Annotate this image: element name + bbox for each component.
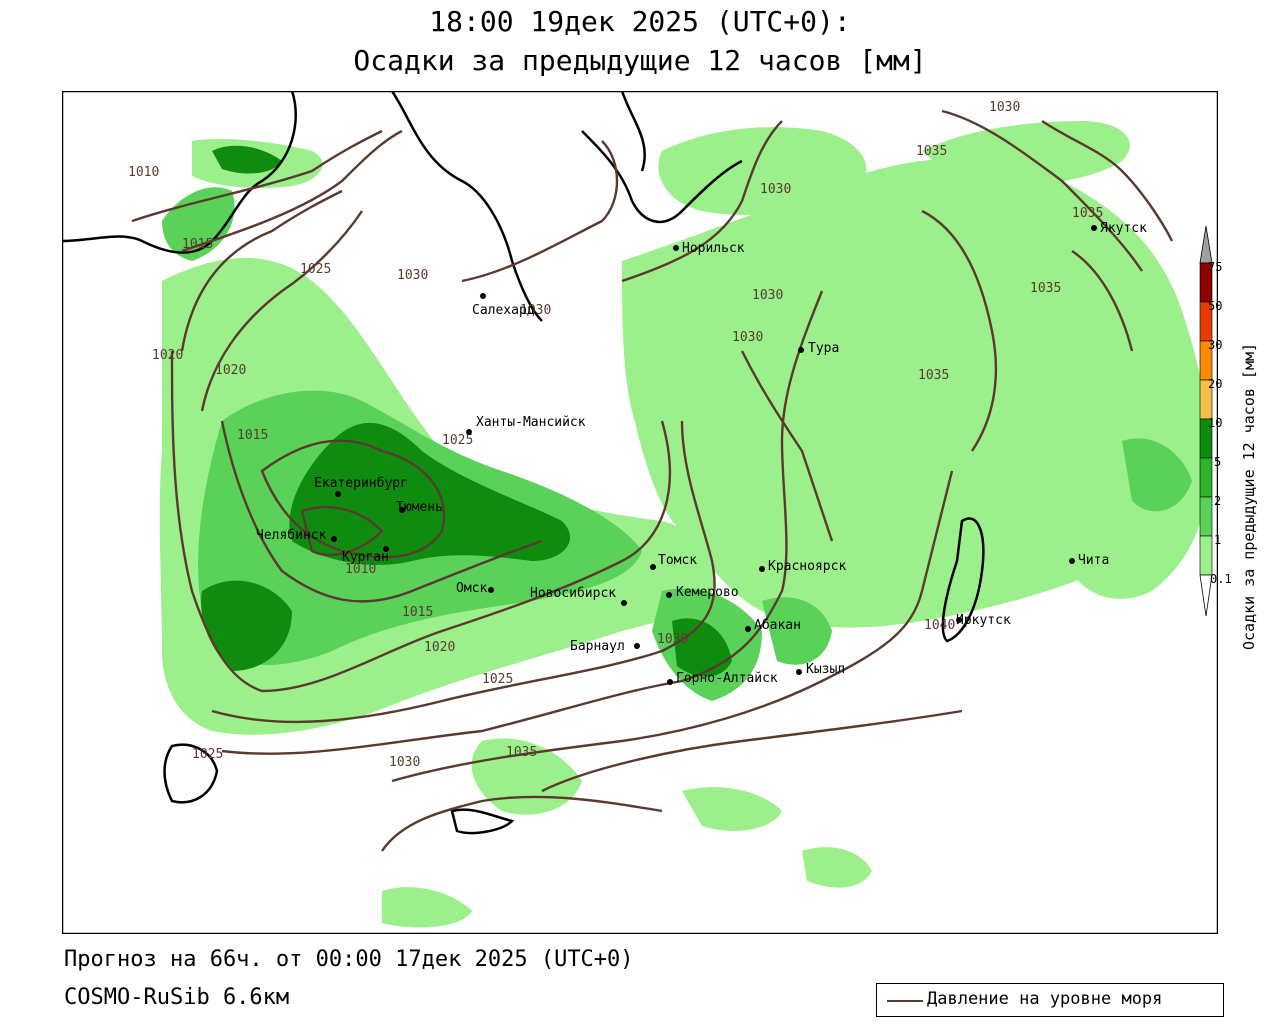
isobar-label: 1020: [215, 363, 246, 378]
city-marker: Тура: [798, 341, 839, 356]
svg-text:Екатеринбург: Екатеринбург: [314, 476, 408, 491]
colorbar-segment: [1199, 535, 1213, 576]
colorbar: 75 50 30 20 10 5 2 1 0.1: [1199, 226, 1232, 617]
city-marker: Абакан: [745, 618, 801, 633]
city-marker: Кызыл: [796, 662, 845, 677]
isobar-label: 1025: [482, 672, 513, 687]
isobar-label: 1035: [916, 144, 947, 159]
city-marker: Красноярск: [759, 559, 846, 574]
city-marker: Челябинск: [256, 528, 337, 543]
city-marker: Курган: [342, 546, 389, 565]
isobar-label: 1025: [442, 433, 473, 448]
isobar-label: 1010: [345, 562, 376, 577]
colorbar-tick: 75: [1208, 260, 1222, 274]
colorbar-ticks: 75 50 30 20 10 5 2 1 0.1: [1208, 260, 1232, 586]
svg-text:Салехард: Салехард: [472, 303, 535, 318]
pressure-line-swatch: [887, 1000, 923, 1002]
svg-text:Томск: Томск: [658, 553, 697, 568]
pressure-legend: Давление на уровне моря: [876, 983, 1224, 1017]
city-marker: Норильск: [673, 241, 745, 256]
svg-text:Курган: Курган: [342, 550, 389, 565]
svg-text:Ханты-Мансийск: Ханты-Мансийск: [476, 415, 586, 430]
svg-text:Горно-Алтайск: Горно-Алтайск: [676, 671, 778, 686]
svg-text:Челябинск: Челябинск: [256, 528, 327, 543]
precipitation-map: 1010 1015 1025 1030 1020 1020 1015 1025 …: [62, 91, 1218, 934]
colorbar-tick: 10: [1208, 416, 1222, 430]
city-marker: Салехард: [472, 293, 535, 318]
isobar-label: 1020: [424, 640, 455, 655]
city-marker: Томск: [650, 553, 697, 570]
isobar-label: 1030: [732, 330, 763, 345]
colorbar-tick: 0.1: [1210, 572, 1232, 586]
colorbar-bottom-arrow: [1199, 574, 1213, 617]
svg-text:Барнаул: Барнаул: [570, 639, 625, 654]
svg-text:Чита: Чита: [1078, 553, 1109, 568]
colorbar-top-arrow: [1199, 226, 1213, 264]
colorbar-tick: 5: [1214, 455, 1221, 469]
city-marker: Кемерово: [666, 585, 739, 600]
isobar-label: 1040: [924, 618, 955, 633]
svg-text:Якутск: Якутск: [1100, 221, 1147, 236]
svg-text:Кызыл: Кызыл: [806, 662, 845, 677]
isobar-label: 1030: [657, 632, 688, 647]
isobars: [131, 109, 1174, 852]
city-marker: Ханты-Мансийск: [466, 415, 586, 435]
isobar-label: 1030: [397, 268, 428, 283]
city-marker: Екатеринбург: [314, 476, 408, 497]
city-marker: Омск: [456, 581, 494, 596]
colorbar-tick: 2: [1214, 494, 1221, 508]
isobar-label: 1020: [152, 348, 183, 363]
isobar-label: 1030: [760, 182, 791, 197]
city-layer: Норильск Якутск Салехард Тура Ханты-Манс…: [256, 221, 1147, 686]
city-marker: Чита: [1069, 553, 1109, 568]
colorbar-tick: 1: [1214, 533, 1221, 547]
svg-text:Тура: Тура: [808, 341, 839, 356]
colorbar-segment: [1199, 496, 1213, 537]
map-title: 18:00 19дек 2025 (UTC+0):: [429, 5, 851, 38]
city-marker: Новосибирск: [530, 586, 627, 606]
svg-text:Красноярск: Красноярск: [768, 559, 846, 574]
isobar-label: 1030: [989, 100, 1020, 115]
isobar-label: 1015: [182, 237, 213, 252]
svg-text:Норильск: Норильск: [682, 241, 745, 256]
isobar-label: 1030: [752, 288, 783, 303]
isobar-label: 1035: [1072, 206, 1103, 221]
isobar-label: 1035: [506, 745, 537, 760]
svg-text:Омск: Омск: [456, 581, 487, 596]
svg-text:Тюмень: Тюмень: [396, 500, 443, 515]
svg-text:Абакан: Абакан: [754, 618, 801, 633]
svg-text:Новосибирск: Новосибирск: [530, 586, 616, 601]
isobar-labels: 1010 1015 1025 1030 1020 1020 1015 1025 …: [128, 100, 1103, 770]
city-marker: Барнаул: [570, 639, 640, 654]
city-marker: Горно-Алтайск: [667, 671, 778, 686]
city-marker: Якутск: [1091, 221, 1147, 236]
isobar-label: 1030: [389, 755, 420, 770]
colorbar-tick: 20: [1208, 377, 1222, 391]
isobar-label: 1030: [520, 303, 551, 318]
isobar-label: 1010: [128, 165, 159, 180]
colorbar-tick: 30: [1208, 338, 1222, 352]
svg-text:Иркутск: Иркутск: [956, 613, 1011, 628]
isobar-label: 1025: [192, 747, 223, 762]
city-marker: Иркутск: [956, 613, 1011, 628]
isobar-label: 1015: [237, 428, 268, 443]
isobar-label: 1035: [918, 368, 949, 383]
isobar-label: 1035: [1030, 281, 1061, 296]
colorbar-label: Осадки за предыдущие 12 часов [мм]: [1240, 342, 1258, 650]
coastline: [62, 91, 985, 835]
colorbar-tick: 50: [1208, 299, 1222, 313]
pressure-legend-label: Давление на уровне моря: [927, 989, 1163, 1009]
precip-heavy: [201, 145, 732, 677]
map-subtitle: Осадки за предыдущие 12 часов [мм]: [353, 44, 927, 77]
svg-text:Кемерово: Кемерово: [676, 585, 739, 600]
model-name: COSMO-RuSib 6.6км: [64, 985, 290, 1010]
colorbar-segment: [1199, 457, 1213, 498]
city-marker: Тюмень: [396, 500, 443, 515]
isobar-label: 1025: [300, 262, 331, 277]
isobar-label: 1015: [402, 605, 433, 620]
forecast-info: Прогноз на 66ч. от 00:00 17дек 2025 (UTC…: [64, 947, 634, 972]
